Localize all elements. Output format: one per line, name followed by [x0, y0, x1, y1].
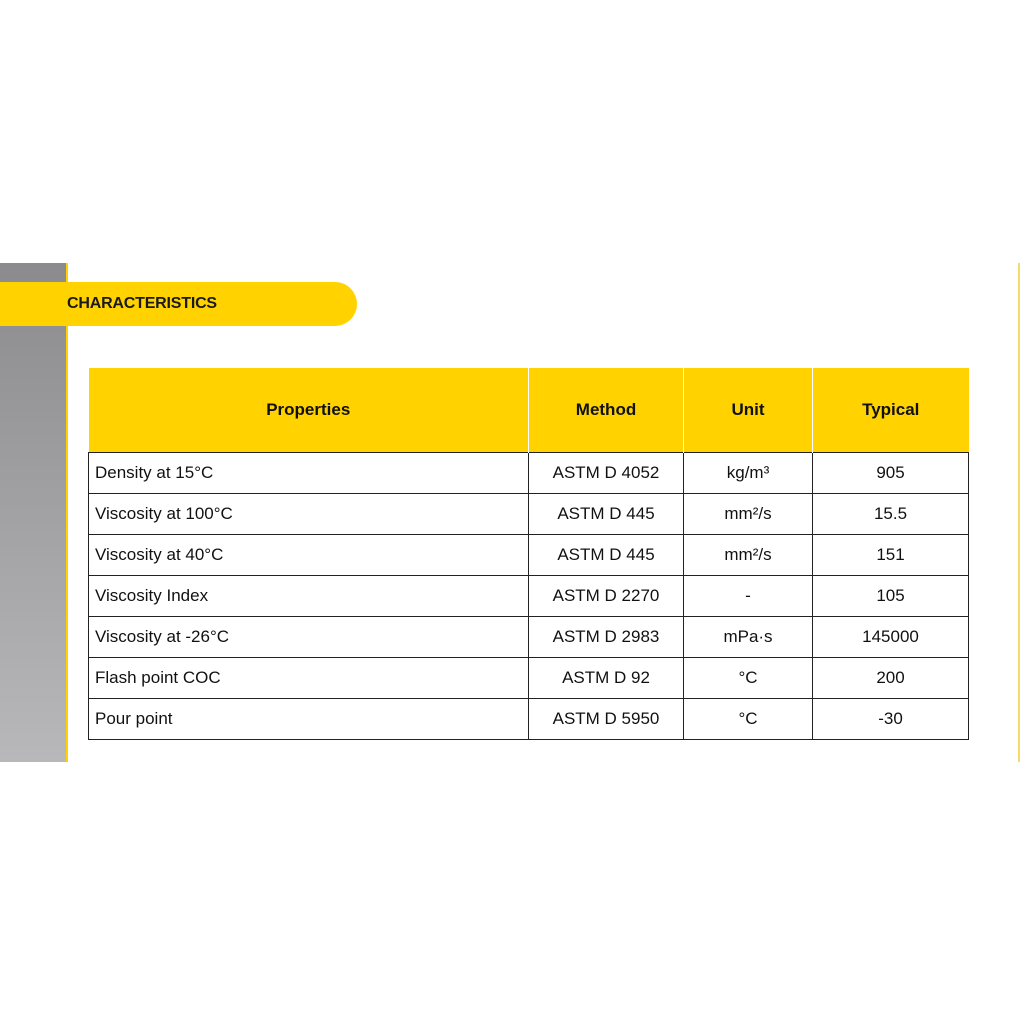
- cell-unit: -: [683, 575, 813, 617]
- cell-property: Viscosity at 100°C: [88, 493, 529, 535]
- cell-unit: kg/m³: [683, 452, 813, 494]
- cell-typical: 105: [812, 575, 969, 617]
- header-typical: Typical: [812, 368, 969, 453]
- cell-property: Viscosity Index: [88, 575, 529, 617]
- section-header: CHARACTERISTICS: [0, 282, 357, 326]
- cell-typical: -30: [812, 698, 969, 740]
- table-row: Pour point ASTM D 5950 °C -30: [88, 698, 969, 740]
- cell-typical: 200: [812, 657, 969, 699]
- table-row: Flash point COC ASTM D 92 °C 200: [88, 657, 969, 699]
- cell-property: Viscosity at 40°C: [88, 534, 529, 576]
- table-row: Viscosity at -26°C ASTM D 2983 mPa·s 145000: [88, 616, 969, 658]
- cell-unit: mm²/s: [683, 493, 813, 535]
- cell-unit: °C: [683, 657, 813, 699]
- table-row: Density at 15°C ASTM D 4052 kg/m³ 905: [88, 452, 969, 494]
- cell-method: ASTM D 2270: [528, 575, 684, 617]
- cell-method: ASTM D 445: [528, 534, 684, 576]
- cell-property: Density at 15°C: [88, 452, 529, 494]
- cell-typical: 905: [812, 452, 969, 494]
- cell-method: ASTM D 4052: [528, 452, 684, 494]
- header-unit: Unit: [683, 368, 813, 453]
- table-row: Viscosity at 100°C ASTM D 445 mm²/s 15.5: [88, 493, 969, 535]
- cell-property: Flash point COC: [88, 657, 529, 699]
- table-row: Viscosity at 40°C ASTM D 445 mm²/s 151: [88, 534, 969, 576]
- cell-method: ASTM D 5950: [528, 698, 684, 740]
- header-properties: Properties: [88, 368, 529, 453]
- cell-typical: 145000: [812, 616, 969, 658]
- cell-typical: 151: [812, 534, 969, 576]
- header-method: Method: [528, 368, 684, 453]
- characteristics-table: Properties Method Unit Typical Density a…: [88, 368, 969, 740]
- cell-unit: °C: [683, 698, 813, 740]
- cell-unit: mPa·s: [683, 616, 813, 658]
- cell-typical: 15.5: [812, 493, 969, 535]
- cell-unit: mm²/s: [683, 534, 813, 576]
- cell-method: ASTM D 2983: [528, 616, 684, 658]
- table-header-row: Properties Method Unit Typical: [88, 368, 969, 453]
- cell-method: ASTM D 92: [528, 657, 684, 699]
- right-accent-line: [1018, 263, 1020, 762]
- cell-method: ASTM D 445: [528, 493, 684, 535]
- cell-property: Pour point: [88, 698, 529, 740]
- section-title: CHARACTERISTICS: [67, 295, 217, 312]
- table-row: Viscosity Index ASTM D 2270-105: [88, 575, 969, 617]
- cell-property: Viscosity at -26°C: [88, 616, 529, 658]
- sidebar-decoration: [0, 263, 68, 762]
